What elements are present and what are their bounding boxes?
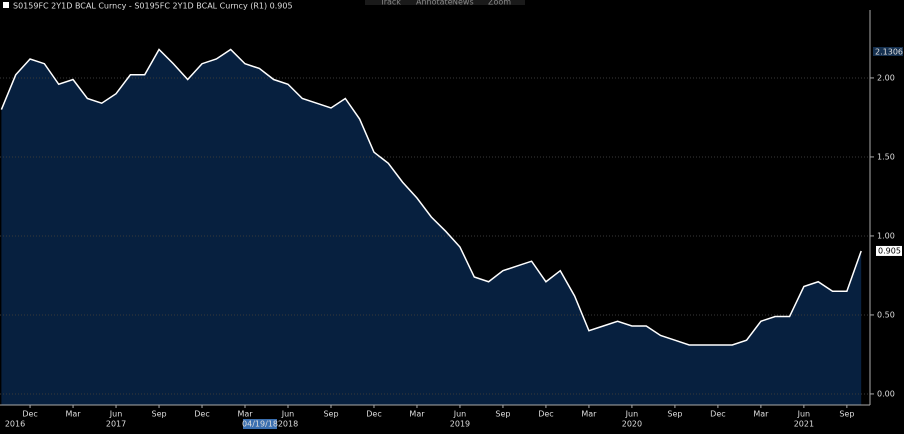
x-tick-label: Mar (753, 410, 769, 419)
high-label: 2.1306 (875, 48, 903, 57)
menu-item[interactable]: Track (379, 0, 401, 7)
last-label-box (876, 245, 902, 256)
x-tick-label: Dec (366, 410, 381, 419)
legend-swatch (3, 2, 9, 8)
x-tick-label: Sep (839, 410, 854, 419)
y-tick-label: 0.50 (877, 310, 895, 319)
x-tick-label: Mar (237, 410, 253, 419)
line (0, 48, 862, 346)
y-tick-label: 2.00 (877, 73, 895, 82)
menu-item[interactable]: Zoom (488, 0, 511, 7)
x-tick-label: Dec (710, 410, 725, 419)
x-tick-label: Jun (453, 410, 467, 419)
x-tick-label: Mar (66, 410, 82, 419)
year-label: 2020 (622, 420, 642, 429)
menu-item[interactable]: Annotate (416, 0, 453, 7)
year-label: 2017 (106, 420, 126, 429)
year-label: 2021 (794, 420, 814, 429)
year-label: 2019 (450, 420, 470, 429)
x-tick-label: Mar (581, 410, 597, 419)
cursor-date-box (243, 419, 277, 429)
y-tick-label: 1.00 (877, 231, 895, 240)
year-label: 2016 (5, 420, 25, 429)
y-tick-label: 0.00 (877, 389, 895, 398)
x-tick-label: Jun (625, 410, 639, 419)
x-tick-label: Sep (495, 410, 510, 419)
area (1, 49, 862, 405)
year-label: 2018 (278, 420, 298, 429)
x-tick-label: Jun (109, 410, 123, 419)
y-tick-label: 1.50 (877, 152, 895, 161)
menu-item[interactable]: News (452, 0, 474, 7)
x-tick-label: Sep (151, 410, 166, 419)
x-tick-label: Sep (323, 410, 338, 419)
x-tick-label: Mar (409, 410, 425, 419)
x-tick-label: Dec (194, 410, 209, 419)
x-tick-label: Dec (538, 410, 553, 419)
x-tick-label: Jun (797, 410, 811, 419)
x-tick-label: Dec (22, 410, 37, 419)
x-tick-label: Jun (281, 410, 295, 419)
high-label-box (873, 47, 903, 56)
x-tick-label: Sep (667, 410, 682, 419)
last-label: 0.905 (878, 246, 901, 255)
menu-bar (365, 0, 525, 5)
chart-title: S0159FC 2Y1D BCAL Curncy - S0195FC 2Y1D … (13, 2, 293, 11)
cursor-date: 04/19/18 (242, 420, 278, 429)
